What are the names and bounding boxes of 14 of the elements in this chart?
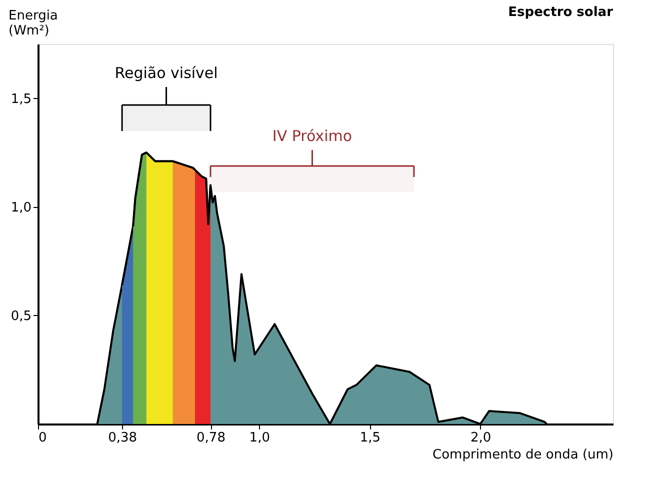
band-label: IV Próximo (272, 127, 352, 145)
x-axis-title: Comprimento de onda (um) (432, 448, 614, 462)
y-tick-label: 0,5 (10, 308, 32, 324)
x-tick-label: 2,0 (470, 430, 492, 446)
x-tick-label: 0,78 (196, 430, 226, 446)
y-tick-label: 1,0 (10, 200, 32, 216)
x-tick-label: 1,0 (249, 430, 270, 446)
y-tick-label: 1,5 (10, 92, 32, 107)
x-tick-label: 0 (38, 430, 47, 446)
chart-title: Espectro solar (508, 5, 614, 20)
x-tick-label: 0,38 (108, 430, 138, 446)
band-label: Região visível (114, 64, 218, 82)
x-tick-label: 1,5 (360, 430, 381, 446)
y-axis-title: Energia (Wm²) (8, 8, 58, 38)
